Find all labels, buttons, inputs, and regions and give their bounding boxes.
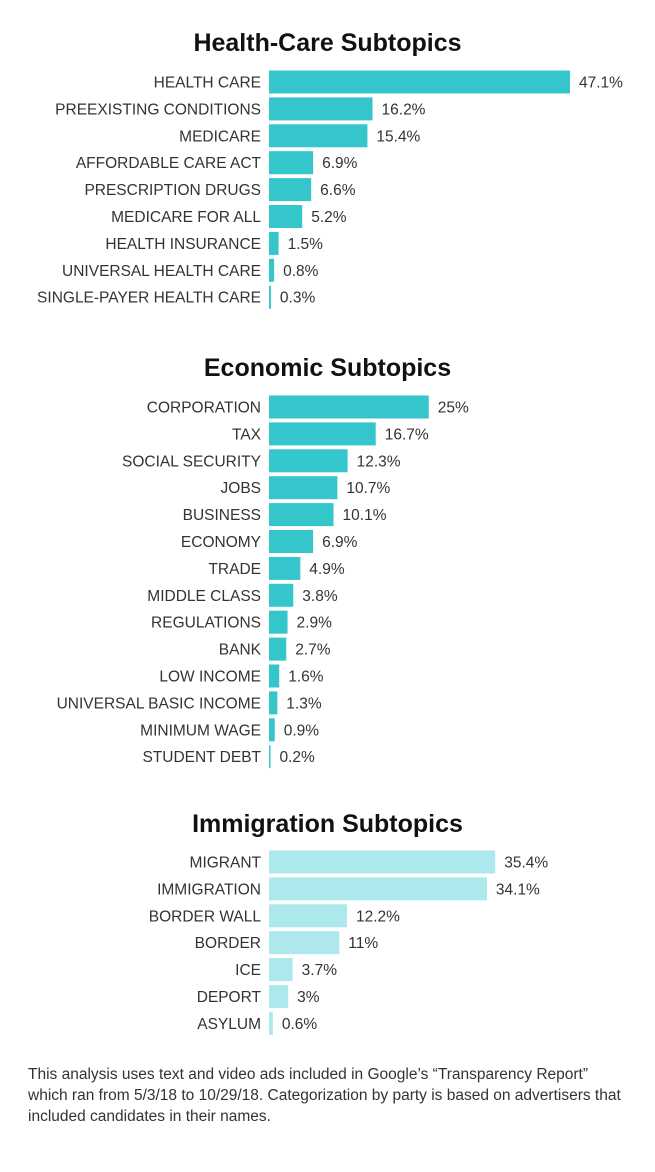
bar bbox=[269, 610, 288, 634]
bar bbox=[269, 718, 275, 742]
value-label: 3.8% bbox=[302, 588, 338, 605]
bar bbox=[269, 449, 348, 473]
category-label: HEALTH INSURANCE bbox=[105, 236, 261, 253]
bar bbox=[269, 530, 314, 553]
bar bbox=[269, 583, 294, 607]
value-label: 0.6% bbox=[282, 1016, 318, 1033]
category-label: BORDER bbox=[195, 935, 261, 952]
value-label: 16.7% bbox=[385, 426, 429, 443]
category-label: PREEXISTING CONDITIONS bbox=[55, 101, 261, 118]
bar bbox=[269, 931, 340, 955]
category-label: ECONOMY bbox=[181, 534, 261, 551]
value-label: 2.7% bbox=[295, 642, 331, 659]
value-label: 6.9% bbox=[322, 534, 358, 551]
category-label: JOBS bbox=[221, 480, 261, 497]
category-label: TRADE bbox=[208, 561, 261, 578]
value-label: 0.9% bbox=[284, 722, 320, 739]
chart-title: Economic Subtopics bbox=[204, 354, 451, 382]
bar bbox=[269, 556, 301, 580]
category-label: BORDER WALL bbox=[149, 908, 262, 925]
value-label: 1.3% bbox=[286, 695, 322, 712]
bar bbox=[269, 637, 287, 661]
category-label: MIGRANT bbox=[190, 855, 262, 872]
category-label: MINIMUM WAGE bbox=[140, 722, 261, 739]
bar bbox=[269, 877, 487, 901]
value-label: 3.7% bbox=[302, 962, 338, 979]
bar bbox=[269, 395, 429, 419]
bar bbox=[269, 664, 280, 688]
bar bbox=[269, 904, 347, 928]
value-label: 10.7% bbox=[346, 480, 390, 497]
chart-title: Immigration Subtopics bbox=[192, 810, 463, 838]
category-label: MEDICARE FOR ALL bbox=[111, 209, 261, 226]
bar bbox=[269, 97, 373, 121]
value-label: 3% bbox=[297, 989, 320, 1006]
bar bbox=[269, 985, 289, 1008]
category-label: BANK bbox=[219, 642, 262, 659]
bar bbox=[269, 151, 314, 175]
value-label: 11% bbox=[348, 935, 378, 952]
category-label: DEPORT bbox=[197, 989, 262, 1006]
category-label: STUDENT DEBT bbox=[142, 749, 261, 766]
category-label: SINGLE-PAYER HEALTH CARE bbox=[37, 290, 261, 307]
value-label: 6.9% bbox=[322, 155, 358, 172]
value-label: 34.1% bbox=[496, 881, 540, 898]
value-label: 25% bbox=[438, 400, 469, 417]
category-label: HEALTH CARE bbox=[154, 75, 261, 92]
chart-1: Economic Subtopics CORPORATION 25% TAX 16.7%… bbox=[57, 354, 469, 769]
category-label: SOCIAL SECURITY bbox=[122, 453, 261, 470]
bar bbox=[269, 476, 338, 500]
value-label: 47.1% bbox=[579, 75, 623, 92]
category-label: AFFORDABLE CARE ACT bbox=[76, 155, 262, 172]
category-label: TAX bbox=[232, 426, 262, 443]
category-label: PRESCRIPTION DRUGS bbox=[84, 182, 261, 199]
bar bbox=[269, 258, 275, 282]
bar bbox=[269, 231, 279, 255]
bar bbox=[269, 70, 570, 94]
value-label: 0.8% bbox=[283, 263, 319, 280]
value-label: 2.9% bbox=[297, 615, 333, 632]
value-label: 4.9% bbox=[309, 561, 345, 578]
bar bbox=[269, 503, 334, 527]
value-label: 10.1% bbox=[343, 507, 387, 524]
category-label: LOW INCOME bbox=[159, 669, 261, 686]
category-label: MEDICARE bbox=[179, 128, 261, 145]
value-label: 1.6% bbox=[288, 669, 324, 686]
category-label: MIDDLE CLASS bbox=[147, 588, 261, 605]
value-label: 12.2% bbox=[356, 908, 400, 925]
bar bbox=[269, 178, 312, 202]
footnote: This analysis uses text and video ads in… bbox=[28, 1066, 621, 1125]
category-label: ICE bbox=[235, 962, 261, 979]
bar bbox=[269, 205, 303, 228]
value-label: 0.2% bbox=[280, 749, 316, 766]
bar bbox=[269, 691, 278, 715]
value-label: 35.4% bbox=[504, 855, 548, 872]
bar bbox=[269, 745, 271, 769]
value-label: 16.2% bbox=[382, 101, 426, 118]
value-label: 5.2% bbox=[311, 209, 347, 226]
value-label: 0.3% bbox=[280, 290, 316, 307]
category-label: IMMIGRATION bbox=[157, 881, 261, 898]
value-label: 12.3% bbox=[357, 453, 401, 470]
bar bbox=[269, 124, 368, 148]
bar bbox=[269, 422, 376, 446]
category-label: UNIVERSAL BASIC INCOME bbox=[57, 695, 261, 712]
chart-2: Immigration Subtopics MIGRANT 35.4% IMMIGRA… bbox=[149, 810, 548, 1035]
chart-0: Health-Care Subtopics HEALTH CARE 47.1% PRE… bbox=[37, 29, 623, 309]
category-label: ASYLUM bbox=[197, 1016, 261, 1033]
category-label: UNIVERSAL HEALTH CARE bbox=[62, 263, 261, 280]
bar bbox=[269, 285, 271, 309]
value-label: 6.6% bbox=[320, 182, 356, 199]
bar bbox=[269, 850, 496, 874]
category-label: BUSINESS bbox=[183, 507, 261, 524]
category-label: REGULATIONS bbox=[151, 615, 261, 632]
bar bbox=[269, 1011, 273, 1035]
value-label: 1.5% bbox=[288, 236, 324, 253]
chart-title: Health-Care Subtopics bbox=[193, 29, 461, 57]
category-label: CORPORATION bbox=[147, 400, 261, 417]
bar bbox=[269, 958, 293, 982]
value-label: 15.4% bbox=[376, 128, 420, 145]
